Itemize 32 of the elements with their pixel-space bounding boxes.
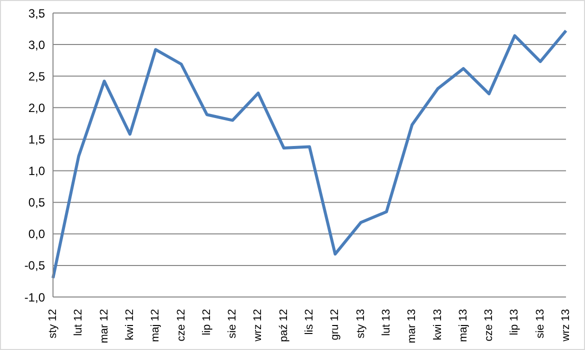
x-tick-label: wrz 13 — [560, 309, 572, 342]
y-tick-label: 0,5 — [28, 196, 46, 210]
x-tick-label: gru 12 — [329, 309, 342, 340]
x-tick-label: wrz 12 — [252, 309, 264, 342]
y-tick-label: 2,0 — [28, 100, 46, 115]
x-tick-label: cze 13 — [483, 309, 496, 342]
y-tick-label: 1,5 — [28, 132, 46, 146]
x-tick-label: lip 12 — [200, 309, 213, 336]
x-tick-label: sie 13 — [534, 309, 546, 338]
line-series — [52, 29, 568, 280]
y-tick-label: -1,0 — [24, 290, 46, 304]
y-tick-label: -0,5 — [24, 258, 46, 273]
x-tick-label: kwi 13 — [432, 309, 444, 340]
x-tick-label: sie 12 — [226, 309, 239, 338]
y-tick-label: 0,0 — [28, 227, 46, 242]
x-tick-label: lis 12 — [304, 309, 316, 335]
x-tick-label: kwi 12 — [124, 309, 136, 340]
x-tick-label: paź 12 — [278, 309, 290, 342]
x-tick-label: lut 13 — [380, 309, 392, 336]
x-tick-label: maj 13 — [457, 309, 470, 342]
x-tick-label: sty 12 — [47, 309, 59, 338]
x-tick-label: lip 13 — [508, 309, 521, 336]
y-tick-label: 2,5 — [28, 69, 46, 84]
x-tick-label: mar 13 — [406, 309, 418, 344]
x-tick-label: maj 12 — [150, 309, 162, 342]
y-tick-label: 1,0 — [28, 164, 46, 178]
y-tick-label: 3,5 — [28, 6, 46, 20]
x-tick-label: lut 12 — [72, 309, 85, 336]
x-tick-label: sty 13 — [354, 309, 367, 338]
y-tick-label: 3,0 — [28, 38, 46, 52]
x-tick-label: mar 12 — [98, 309, 110, 344]
x-tick-label: cze 12 — [175, 309, 188, 342]
